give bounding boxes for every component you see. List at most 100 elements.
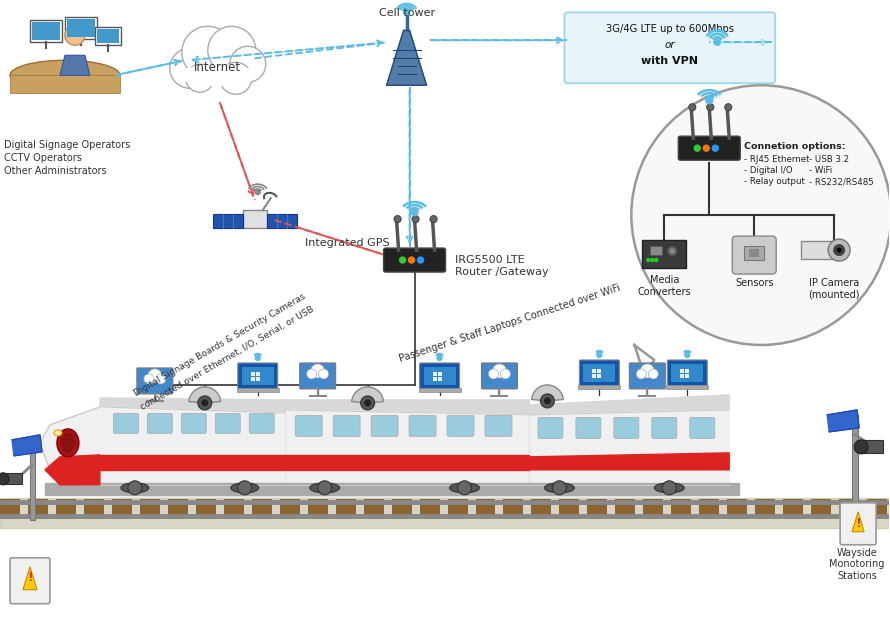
Circle shape (430, 215, 437, 222)
Circle shape (724, 104, 732, 111)
Bar (30, 450, 35, 520)
Bar (744, 246, 765, 260)
FancyBboxPatch shape (678, 136, 740, 160)
Ellipse shape (178, 64, 258, 86)
Text: - USB 3.2: - USB 3.2 (809, 155, 849, 164)
Circle shape (707, 104, 714, 111)
Text: Internet: Internet (194, 61, 241, 74)
Circle shape (255, 190, 260, 195)
Ellipse shape (61, 433, 75, 453)
Polygon shape (40, 407, 100, 485)
Circle shape (540, 394, 554, 408)
Text: IP Camera
(mounted): IP Camera (mounted) (808, 278, 860, 300)
Circle shape (712, 145, 718, 151)
Bar (448, 499, 467, 519)
Bar (685, 369, 689, 373)
Text: !: ! (27, 571, 33, 584)
Bar (560, 499, 579, 519)
Circle shape (636, 369, 646, 379)
Circle shape (703, 145, 709, 151)
Text: Connetion options:: Connetion options: (744, 142, 846, 151)
Bar (651, 246, 662, 255)
Polygon shape (0, 498, 889, 528)
FancyBboxPatch shape (409, 415, 436, 437)
Bar (667, 385, 708, 389)
Circle shape (667, 245, 678, 257)
FancyBboxPatch shape (215, 413, 240, 433)
Bar (251, 377, 255, 381)
Bar (583, 364, 615, 382)
Bar (364, 399, 372, 405)
Bar (593, 369, 596, 373)
Circle shape (156, 374, 166, 384)
Polygon shape (852, 512, 864, 532)
Ellipse shape (54, 430, 62, 436)
Polygon shape (23, 566, 37, 590)
FancyBboxPatch shape (137, 368, 173, 394)
Bar (643, 240, 686, 268)
FancyBboxPatch shape (576, 417, 601, 439)
FancyBboxPatch shape (481, 363, 517, 389)
Bar (700, 499, 719, 519)
Text: Other Administrators: Other Administrators (4, 166, 107, 176)
FancyBboxPatch shape (614, 417, 639, 439)
Wedge shape (189, 387, 221, 403)
Circle shape (631, 86, 890, 345)
Circle shape (651, 258, 654, 262)
Bar (597, 369, 602, 373)
Polygon shape (386, 30, 426, 86)
Bar (56, 499, 76, 519)
Bar (587, 499, 607, 519)
Circle shape (417, 257, 424, 263)
Text: Passenger & Staff Laptops Connected over WiFi: Passenger & Staff Laptops Connected over… (398, 282, 621, 364)
Circle shape (255, 356, 260, 361)
Wedge shape (531, 385, 563, 401)
Circle shape (364, 399, 371, 406)
Ellipse shape (10, 60, 120, 90)
Text: - RJ45 Ethernet: - RJ45 Ethernet (744, 155, 810, 164)
Bar (0, 499, 20, 519)
Polygon shape (12, 435, 42, 456)
Bar (433, 372, 437, 376)
Bar (97, 30, 119, 43)
Polygon shape (530, 395, 729, 415)
Bar (867, 499, 887, 519)
FancyBboxPatch shape (668, 360, 708, 386)
Circle shape (230, 46, 266, 82)
Bar (419, 499, 440, 519)
Text: or: or (665, 41, 676, 50)
Ellipse shape (654, 483, 684, 493)
Bar (578, 385, 620, 389)
Bar (201, 399, 209, 405)
Bar (223, 499, 244, 519)
Circle shape (207, 26, 255, 74)
FancyBboxPatch shape (579, 360, 619, 386)
Bar (839, 499, 859, 519)
Bar (364, 499, 384, 519)
Bar (801, 241, 833, 259)
Text: - Digital I/O: - Digital I/O (744, 166, 793, 175)
Circle shape (715, 39, 720, 45)
Bar (438, 377, 441, 381)
Circle shape (65, 25, 85, 45)
FancyBboxPatch shape (485, 415, 512, 437)
Bar (242, 367, 274, 385)
Bar (531, 499, 552, 519)
Bar (32, 23, 60, 41)
Circle shape (319, 369, 328, 379)
FancyBboxPatch shape (538, 417, 562, 439)
FancyBboxPatch shape (238, 363, 278, 389)
FancyBboxPatch shape (651, 417, 676, 439)
Polygon shape (530, 453, 729, 470)
Bar (685, 374, 689, 378)
Polygon shape (60, 55, 90, 75)
Text: - Relay output: - Relay output (744, 177, 805, 186)
Bar (168, 499, 188, 519)
Circle shape (307, 369, 317, 379)
FancyBboxPatch shape (564, 12, 775, 83)
Text: - RS232/RS485: - RS232/RS485 (809, 177, 874, 186)
Circle shape (411, 208, 418, 215)
Circle shape (837, 248, 842, 253)
Text: IRG5500 LTE
Router /Gateway: IRG5500 LTE Router /Gateway (455, 255, 548, 276)
Bar (255, 372, 260, 376)
